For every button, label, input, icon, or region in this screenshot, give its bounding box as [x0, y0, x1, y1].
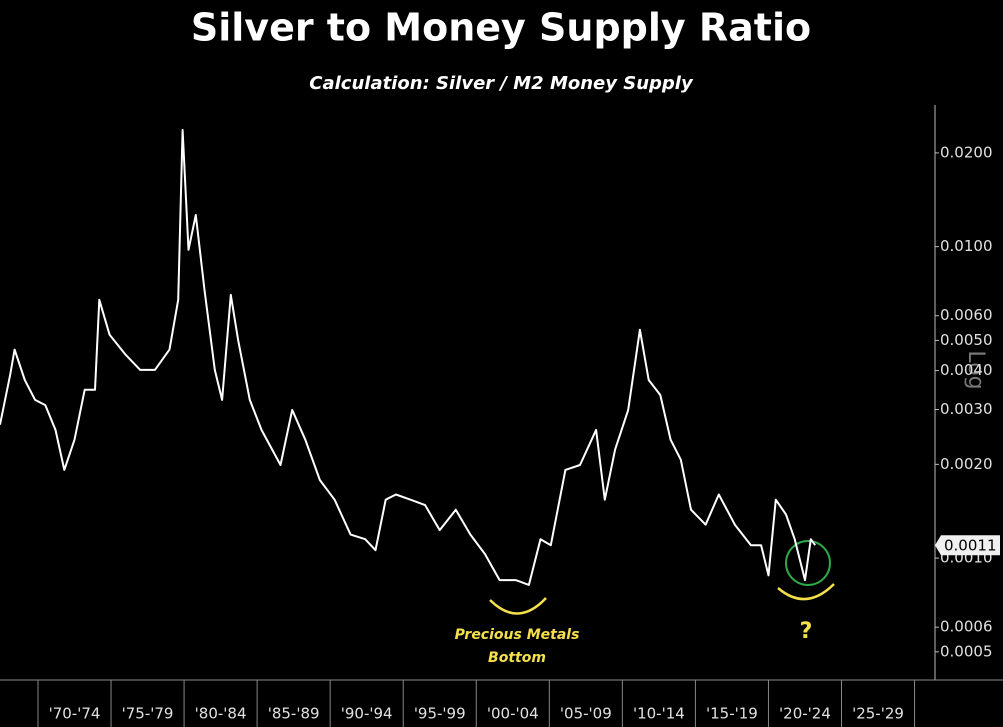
- annotation: ?: [800, 619, 813, 644]
- highlight-circle: [785, 540, 831, 586]
- annotation: Bottom: [488, 650, 546, 666]
- y-tick-label: 0.0100: [940, 237, 993, 255]
- x-tick-label: '75-'79: [122, 705, 174, 723]
- question-arc: [777, 583, 835, 601]
- x-tick-label: '00-'04: [487, 705, 539, 723]
- y-tick-label: 0.0040: [940, 361, 993, 379]
- x-tick-label: '80-'84: [195, 705, 247, 723]
- x-tick-label: '95-'99: [414, 705, 466, 723]
- y-tick-label: 0.0020: [940, 455, 993, 473]
- y-tick-label: 0.0005: [940, 642, 993, 660]
- chart-title: Silver to Money Supply Ratio: [191, 6, 811, 50]
- y-tick-label: 0.0050: [940, 331, 993, 349]
- last-value-label: 0.0011: [944, 537, 997, 555]
- x-tick-label: '85-'89: [268, 705, 320, 723]
- x-tick-label: '25-'29: [852, 705, 904, 723]
- x-tick-label: '05-'09: [560, 705, 612, 723]
- y-tick-label: 0.0006: [940, 618, 993, 636]
- chart-subtitle: Calculation: Silver / M2 Money Supply: [309, 73, 694, 94]
- y-tick-label: 0.0030: [940, 400, 993, 418]
- scale-label: Log: [963, 350, 988, 389]
- annotation: Precious Metals: [455, 627, 580, 643]
- last-value-box: [935, 535, 1000, 556]
- x-tick-label: '10-'14: [633, 705, 685, 723]
- x-tick-label: '70-'74: [49, 705, 101, 723]
- y-tick-label: 0.0060: [940, 306, 993, 324]
- data-line: [0, 128, 817, 586]
- x-tick-label: '15-'19: [706, 705, 758, 723]
- x-tick-label: '90-'94: [341, 705, 393, 723]
- bottom-arc: [489, 597, 547, 615]
- x-tick-label: '20-'24: [779, 705, 831, 723]
- y-tick-label: 0.0200: [940, 143, 993, 161]
